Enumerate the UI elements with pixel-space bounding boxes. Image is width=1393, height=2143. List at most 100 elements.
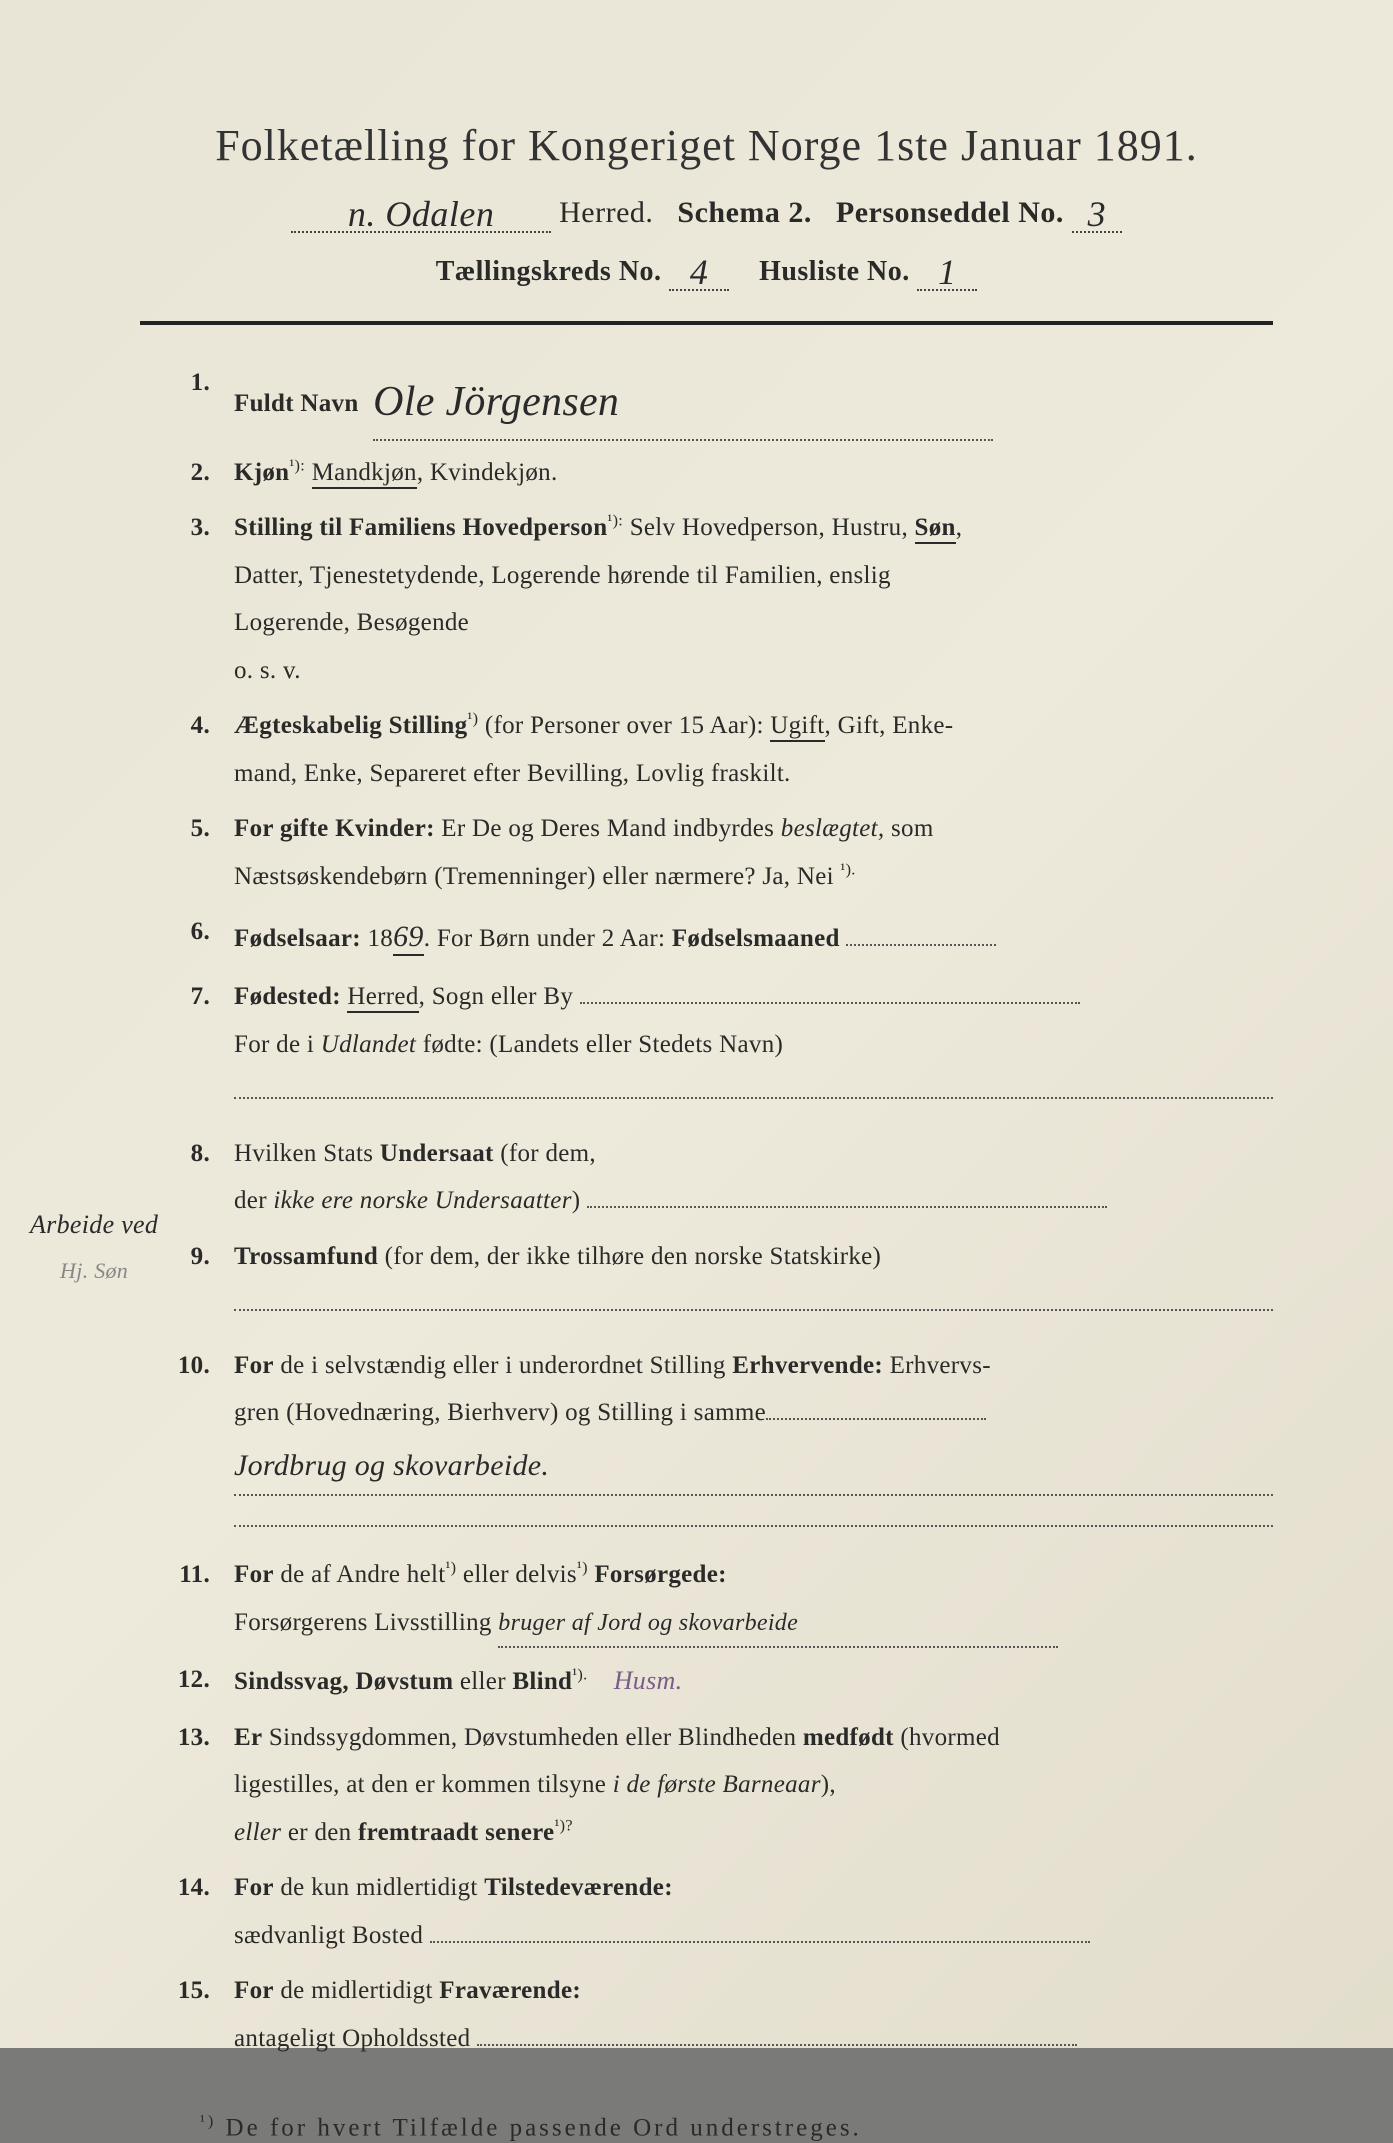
entry-10-label: For (234, 1352, 274, 1379)
entry-13-line2a: ligestilles, at den er kommen tilsyne (234, 1771, 613, 1798)
entry-12-num: 12. (140, 1656, 234, 1706)
entry-11-sup1: ¹) (445, 1559, 456, 1577)
entry-4-note: ¹) (467, 710, 478, 728)
form-entries: 1. Fuldt Navn Ole Jörgensen 2. Kjøn¹): M… (140, 359, 1273, 2062)
entry-5-line2a: Næstsøskendebørn (Tremenninger) eller næ… (234, 863, 840, 890)
entry-2-body: Kjøn¹): Mandkjøn, Kvindekjøn. (234, 449, 1273, 497)
entry-2: 2. Kjøn¹): Mandkjøn, Kvindekjøn. (140, 449, 1273, 497)
entry-4-text1: (for Personer over 15 Aar): (485, 712, 770, 739)
entry-7-label: Fødested: (234, 983, 341, 1010)
entry-13-text1: Sindssygdommen, Døvstumheden eller Blind… (262, 1724, 802, 1751)
entry-7-dotline (580, 1002, 1080, 1004)
entry-14-num: 14. (140, 1864, 234, 1959)
entry-8-body: Hvilken Stats Undersaat (for dem, der ik… (234, 1130, 1273, 1225)
divider-rule (140, 321, 1273, 325)
entry-6-year-hw: 69 (393, 920, 424, 956)
entry-14: 14. For de kun midlertidigt Tilstedevære… (140, 1864, 1273, 1959)
entry-3-underlined: Søn (915, 514, 956, 544)
entry-3-body: Stilling til Familiens Hovedperson¹): Se… (234, 504, 1273, 694)
taellingskreds-no: 4 (690, 252, 709, 292)
entry-10-label2: Erhvervende: (732, 1352, 883, 1379)
entry-2-num: 2. (140, 449, 234, 497)
entry-15-dotline (477, 2044, 1077, 2046)
entry-8-label: Undersaat (380, 1140, 494, 1167)
entry-6-label2: Fødselsmaaned (672, 925, 840, 952)
herred-label: Herred. (559, 196, 653, 229)
entry-7-underlined: Herred (347, 983, 418, 1013)
entry-3-line4: o. s. v. (234, 647, 1273, 695)
entry-6-body: Fødselsaar: 1869. For Børn under 2 Aar: … (234, 908, 1273, 965)
entry-15-body: For de midlertidigt Fraværende: antageli… (234, 1967, 1273, 2062)
entry-6-year-prefix: 18 (367, 925, 393, 952)
entry-3-line2: Datter, Tjenestetydende, Logerende høren… (234, 552, 1273, 600)
entry-3-num: 3. (140, 504, 234, 694)
entry-7-dotline2 (234, 1079, 1273, 1099)
entry-7-line2a: For de i (234, 1031, 321, 1058)
entry-4-num: 4. (140, 702, 234, 797)
footnote-sup: ¹) (200, 2112, 216, 2130)
entry-14-text: de kun midlertidigt (274, 1874, 484, 1901)
entry-4: 4. Ægteskabelig Stilling¹) (for Personer… (140, 702, 1273, 797)
entry-5: 5. For gifte Kvinder: Er De og Deres Man… (140, 805, 1273, 900)
entry-3-label: Stilling til Familiens Hovedperson (234, 514, 607, 541)
entry-6-dotline (846, 944, 996, 946)
entry-13-text2: (hvormed (894, 1724, 1000, 1751)
entry-3-line3: Logerende, Besøgende (234, 599, 1273, 647)
entry-15-text: de midlertidigt (274, 1977, 440, 2004)
herred-field: n. Odalen (291, 189, 551, 233)
entry-1-num: 1. (140, 359, 234, 441)
entry-7-num: 7. (140, 973, 234, 1116)
entry-15-num: 15. (140, 1967, 234, 2062)
entry-13: 13. Er Sindssygdommen, Døvstumheden elle… (140, 1714, 1273, 1857)
entry-13-body: Er Sindssygdommen, Døvstumheden eller Bl… (234, 1714, 1273, 1857)
entry-8-line2a: der (234, 1187, 273, 1214)
entry-11-body: For de af Andre helt¹) eller delvis¹) Fo… (234, 1551, 1273, 1648)
form-header: Folketælling for Kongeriget Norge 1ste J… (140, 120, 1273, 291)
entry-12-text: eller (453, 1668, 512, 1695)
entry-8: 8. Hvilken Stats Undersaat (for dem, der… (140, 1130, 1273, 1225)
entry-10-margin-hw2: Hj. Søn (60, 1250, 128, 1292)
entry-12: 12. Sindssvag, Døvstum eller Blind¹). Hu… (140, 1656, 1273, 1706)
entry-7-text: , Sogn eller By (419, 983, 574, 1010)
entry-4-label: Ægteskabelig Stilling (234, 712, 467, 739)
entry-5-body: For gifte Kvinder: Er De og Deres Mand i… (234, 805, 1273, 900)
entry-4-body: Ægteskabelig Stilling¹) (for Personer ov… (234, 702, 1273, 797)
husliste-label: Husliste No. (759, 256, 910, 287)
entry-10-hw: Jordbrug og skovarbeide. (234, 1449, 549, 1482)
entry-8-text1: Hvilken Stats (234, 1140, 380, 1167)
entry-10-text1: de i selvstændig eller i underordnet Sti… (274, 1352, 732, 1379)
entry-11-dotline: bruger af Jord og skovarbeide (498, 1599, 1058, 1649)
entry-8-text2: (for dem, (494, 1140, 596, 1167)
entry-4-text2: , Gift, Enke- (825, 712, 954, 739)
entry-6-num: 6. (140, 908, 234, 965)
entry-15-line2-wrap: antageligt Opholdssted (234, 2015, 1273, 2063)
entry-15: 15. For de midlertidigt Fraværende: anta… (140, 1967, 1273, 2062)
personseddel-label: Personseddel No. (836, 196, 1064, 229)
entry-11-label: For (234, 1561, 274, 1588)
entry-13-line3: eller er den fremtraadt senere¹)? (234, 1809, 1273, 1857)
entry-9-label: Trossamfund (234, 1243, 378, 1270)
herred-handwritten: n. Odalen (348, 194, 494, 234)
entry-1-body: Fuldt Navn Ole Jörgensen (234, 359, 1273, 441)
entry-8-line2italic: ikke ere norske Undersaatter (273, 1187, 571, 1214)
entry-2-label: Kjøn (234, 459, 289, 486)
entry-8-line2b: ) (572, 1187, 581, 1214)
form-title: Folketælling for Kongeriget Norge 1ste J… (140, 120, 1273, 171)
entry-13-line3sup: ¹)? (554, 1817, 572, 1835)
entry-11-line2label: Forsørgerens Livsstilling (234, 1609, 492, 1636)
entry-10-margin-hw: Arbeide ved (30, 1200, 158, 1249)
entry-14-body: For de kun midlertidigt Tilstedeværende:… (234, 1864, 1273, 1959)
entry-2-note: ¹): (289, 456, 305, 474)
entry-15-label: For (234, 1977, 274, 2004)
entry-5-text2: som (884, 815, 933, 842)
entry-2-underlined: Mandkjøn (312, 459, 417, 489)
entry-10-line2: gren (Hovednæring, Bierhverv) og Stillin… (234, 1399, 766, 1426)
header-line-herred: n. Odalen Herred. Schema 2. Personseddel… (140, 189, 1273, 233)
entry-14-line2: sædvanligt Bosted (234, 1922, 423, 1949)
entry-7-body: Fødested: Herred, Sogn eller By For de i… (234, 973, 1273, 1116)
entry-12-label2: Blind (512, 1668, 572, 1695)
footnote-text: De for hvert Tilfælde passende Ord under… (216, 2115, 862, 2142)
entry-11-text1: de af Andre helt (274, 1561, 446, 1588)
entry-13-line3label: fremtraadt senere (358, 1819, 554, 1846)
entry-3: 3. Stilling til Familiens Hovedperson¹):… (140, 504, 1273, 694)
